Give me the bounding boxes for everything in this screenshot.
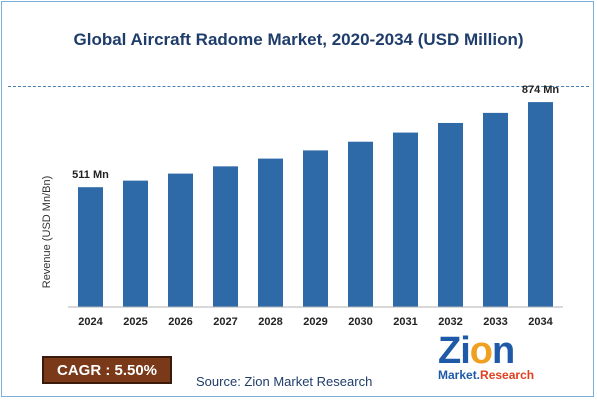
cagr-badge: CAGR : 5.50% (42, 356, 172, 384)
bars-group (78, 102, 553, 308)
logo-word: Zion (438, 330, 515, 372)
logo-subtitle: Market.Research (438, 368, 535, 382)
x-tick-labels: 2024 2025 2026 2027 2028 2029 2030 2031 2032 2033… (78, 316, 553, 328)
bar-2028 (258, 158, 283, 307)
y-axis-label: Revenue (USD Mn/Bn) (41, 176, 53, 289)
bar-2027 (213, 166, 238, 307)
x-tick-label: 2025 (123, 316, 147, 328)
source-note: Source: Zion Market Research (196, 374, 373, 389)
zion-logo: Zion Market.Research (432, 330, 562, 388)
x-tick-label: 2026 (168, 316, 192, 328)
data-label: 874 Mn (522, 84, 560, 96)
x-tick-label: 2027 (213, 316, 237, 328)
chart-title: Global Aircraft Radome Market, 2020-2034… (73, 30, 524, 49)
cagr-label: CAGR : 5.50% (56, 361, 158, 379)
x-tick-label: 2029 (303, 316, 327, 328)
x-tick-label: 2032 (438, 316, 462, 328)
data-label: 511 Mn (72, 169, 109, 181)
bar-2030 (348, 141, 373, 307)
bar-2031 (393, 132, 418, 307)
x-tick-label: 2028 (258, 316, 282, 328)
x-tick-label: 2034 (528, 316, 553, 328)
x-tick-label: 2031 (393, 316, 417, 328)
x-tick-label: 2024 (78, 316, 103, 328)
bar-2024 (78, 187, 103, 307)
bar-2025 (123, 180, 148, 307)
data-labels: 511 Mn 874 Mn (72, 84, 559, 181)
x-tick-label: 2033 (483, 316, 507, 328)
bar-2032 (438, 122, 463, 307)
bar-2029 (303, 150, 328, 307)
title-divider (8, 86, 589, 87)
bar-2033 (483, 112, 508, 307)
x-tick-label: 2030 (348, 316, 372, 328)
bar-2034 (528, 102, 553, 308)
bar-2026 (168, 173, 193, 307)
